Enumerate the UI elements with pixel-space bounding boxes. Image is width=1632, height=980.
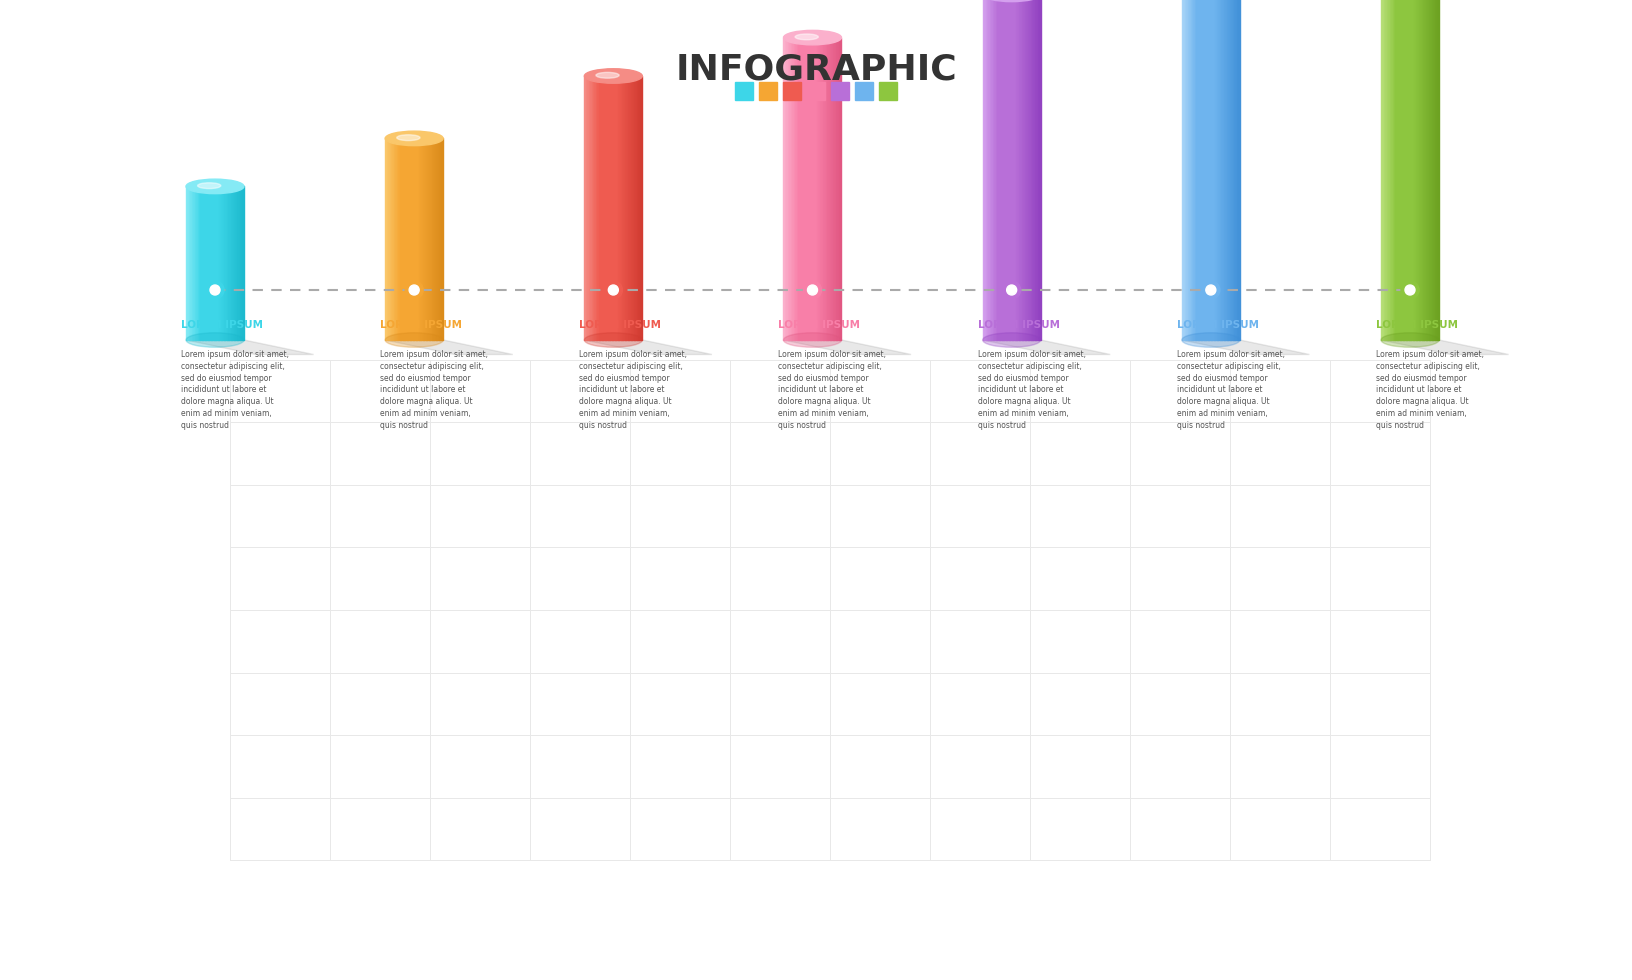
Text: Lorem ipsum dolor sit amet,
consectetur adipiscing elit,
sed do eiusmod tempor
i: Lorem ipsum dolor sit amet, consectetur …: [181, 350, 289, 430]
Ellipse shape: [397, 135, 419, 140]
Ellipse shape: [982, 0, 1040, 2]
Polygon shape: [186, 340, 313, 355]
Ellipse shape: [1005, 285, 1017, 295]
Ellipse shape: [806, 285, 818, 295]
Ellipse shape: [197, 183, 220, 188]
Bar: [734, 82, 752, 100]
Ellipse shape: [186, 179, 243, 194]
Ellipse shape: [584, 333, 641, 347]
Polygon shape: [1381, 340, 1508, 355]
Text: LOREM IPSUM: LOREM IPSUM: [778, 320, 860, 330]
Text: Lorem ipsum dolor sit amet,
consectetur adipiscing elit,
sed do eiusmod tempor
i: Lorem ipsum dolor sit amet, consectetur …: [1177, 350, 1284, 430]
Text: Lorem ipsum dolor sit amet,
consectetur adipiscing elit,
sed do eiusmod tempor
i: Lorem ipsum dolor sit amet, consectetur …: [778, 350, 886, 430]
Polygon shape: [584, 340, 712, 355]
Text: LOREM IPSUM: LOREM IPSUM: [181, 320, 263, 330]
Ellipse shape: [1400, 281, 1418, 299]
Text: LOREM IPSUM: LOREM IPSUM: [1177, 320, 1258, 330]
Text: Lorem ipsum dolor sit amet,
consectetur adipiscing elit,
sed do eiusmod tempor
i: Lorem ipsum dolor sit amet, consectetur …: [380, 350, 488, 430]
Ellipse shape: [211, 285, 220, 295]
Ellipse shape: [1201, 281, 1219, 299]
Ellipse shape: [405, 281, 423, 299]
Bar: [759, 82, 777, 100]
Text: LOREM IPSUM: LOREM IPSUM: [1376, 320, 1457, 330]
Ellipse shape: [982, 333, 1040, 347]
Text: Lorem ipsum dolor sit amet,
consectetur adipiscing elit,
sed do eiusmod tempor
i: Lorem ipsum dolor sit amet, consectetur …: [579, 350, 687, 430]
Ellipse shape: [385, 131, 442, 146]
Bar: [855, 82, 873, 100]
Ellipse shape: [609, 285, 619, 295]
Ellipse shape: [1404, 285, 1415, 295]
Ellipse shape: [596, 73, 619, 78]
Ellipse shape: [1204, 285, 1216, 295]
Ellipse shape: [803, 281, 821, 299]
Ellipse shape: [186, 333, 243, 347]
Polygon shape: [982, 340, 1110, 355]
Bar: [782, 82, 801, 100]
Bar: [806, 82, 824, 100]
Text: Lorem ipsum dolor sit amet,
consectetur adipiscing elit,
sed do eiusmod tempor
i: Lorem ipsum dolor sit amet, consectetur …: [978, 350, 1085, 430]
Ellipse shape: [783, 30, 840, 45]
Text: LOREM IPSUM: LOREM IPSUM: [579, 320, 661, 330]
Text: INFOGRAPHIC: INFOGRAPHIC: [674, 53, 956, 87]
Ellipse shape: [795, 34, 818, 40]
Ellipse shape: [783, 333, 840, 347]
Text: Lorem ipsum dolor sit amet,
consectetur adipiscing elit,
sed do eiusmod tempor
i: Lorem ipsum dolor sit amet, consectetur …: [1376, 350, 1483, 430]
Polygon shape: [1182, 340, 1309, 355]
Ellipse shape: [1381, 333, 1438, 347]
Bar: [878, 82, 896, 100]
Ellipse shape: [604, 281, 622, 299]
Ellipse shape: [385, 333, 442, 347]
Text: LOREM IPSUM: LOREM IPSUM: [380, 320, 462, 330]
Polygon shape: [385, 340, 512, 355]
Ellipse shape: [1002, 281, 1020, 299]
Ellipse shape: [584, 69, 641, 83]
Polygon shape: [783, 340, 911, 355]
Ellipse shape: [410, 285, 419, 295]
Bar: [831, 82, 849, 100]
Text: LOREM IPSUM: LOREM IPSUM: [978, 320, 1059, 330]
Ellipse shape: [1182, 333, 1239, 347]
Ellipse shape: [206, 281, 224, 299]
